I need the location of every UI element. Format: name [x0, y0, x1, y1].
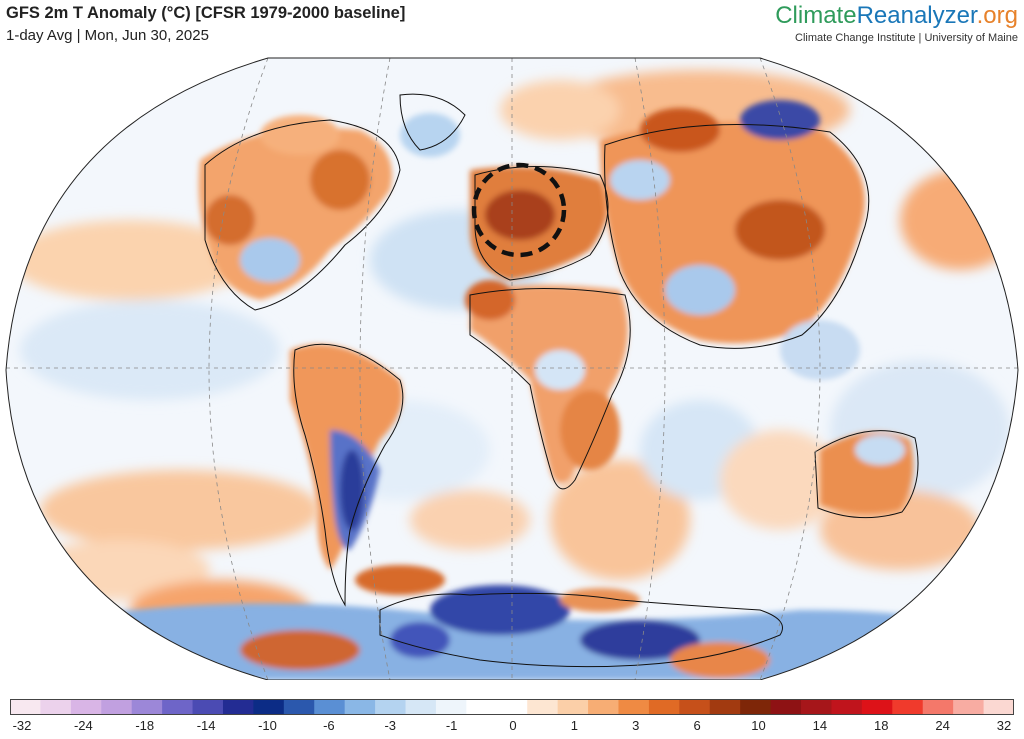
- colorbar-tick-label: 0: [509, 718, 517, 733]
- colorbar-swatch: [101, 699, 133, 715]
- colorbar-swatch: [283, 699, 315, 715]
- colorbar-tick-label: 14: [812, 718, 828, 733]
- colorbar-swatch: [679, 699, 711, 715]
- colorbar-swatch: [740, 699, 772, 715]
- colorbar-tick-label: -1: [445, 718, 458, 733]
- colorbar-swatch: [770, 699, 802, 715]
- colorbar-swatch: [40, 699, 72, 715]
- colorbar-swatch: [557, 699, 589, 715]
- colorbar-swatch: [253, 699, 285, 715]
- colorbar-tick-label: -3: [384, 718, 397, 733]
- brand-logo[interactable]: ClimateReanalyzer.org: [775, 2, 1018, 30]
- colorbar-tick-label: 18: [874, 718, 889, 733]
- colorbar-tick-label: -18: [135, 718, 155, 733]
- colorbar-swatch: [527, 699, 559, 715]
- colorbar-swatch: [162, 699, 194, 715]
- colorbar-swatch: [70, 699, 102, 715]
- colorbar-swatch: [466, 699, 498, 715]
- map-subtitle: 1-day Avg | Mon, Jun 30, 2025: [6, 27, 209, 44]
- colorbar-swatch: [983, 699, 1014, 715]
- brand-logo-part3: .org: [976, 2, 1018, 29]
- colorbar-tick-label: -32: [12, 718, 32, 733]
- colorbar-swatch: [314, 699, 346, 715]
- colorbar-tick-label: 32: [996, 718, 1012, 733]
- colorbar-swatch: [953, 699, 985, 715]
- brand-logo-part1: Climate: [775, 2, 857, 29]
- colorbar-swatch: [405, 699, 437, 715]
- brand-tagline: Climate Change Institute | University of…: [795, 32, 1018, 44]
- colorbar-tick-label: -14: [196, 718, 216, 733]
- colorbar-swatch: [10, 699, 41, 715]
- colorbar-swatch: [618, 699, 650, 715]
- colorbar-swatch: [892, 699, 924, 715]
- colorbar-swatch: [922, 699, 954, 715]
- colorbar-swatch: [435, 699, 467, 715]
- map-title: GFS 2m T Anomaly (°C) [CFSR 1979-2000 ba…: [6, 4, 406, 22]
- graticule: [6, 57, 1018, 680]
- colorbar-swatch: [375, 699, 407, 715]
- colorbar-tick-label: 24: [935, 718, 950, 733]
- colorbar-swatch: [861, 699, 893, 715]
- brand-block[interactable]: ClimateReanalyzer.org Climate Change Ins…: [775, 2, 1018, 44]
- world-anomaly-map: [5, 57, 1019, 680]
- colorbar-swatch: [801, 699, 832, 715]
- colorbar-swatch: [222, 699, 254, 715]
- colorbar-swatch: [344, 699, 376, 715]
- colorbar-tick-label: 3: [632, 718, 640, 733]
- globe-outline: [5, 57, 1019, 680]
- anomaly-field: [6, 58, 1018, 680]
- colorbar-tick-label: -6: [323, 718, 335, 733]
- colorbar-tick-label: 6: [693, 718, 701, 733]
- brand-logo-part2: Reanalyzer: [856, 2, 977, 29]
- colorbar-swatch: [588, 699, 619, 715]
- colorbar: [10, 699, 1014, 715]
- colorbar-tick-label: 10: [751, 718, 766, 733]
- colorbar-swatch: [131, 699, 163, 715]
- colorbar-tick-label: 1: [570, 718, 578, 733]
- colorbar-swatch: [648, 699, 680, 715]
- colorbar-tick-label: -10: [258, 718, 277, 733]
- colorbar-tick-label: -24: [73, 718, 93, 733]
- colorbar-swatch: [709, 699, 741, 715]
- colorbar-swatch: [192, 699, 224, 715]
- highlight-circle-europe[interactable]: [471, 162, 567, 258]
- colorbar-swatch: [831, 699, 863, 715]
- colorbar-swatch: [496, 699, 528, 715]
- coastlines: [204, 93, 919, 668]
